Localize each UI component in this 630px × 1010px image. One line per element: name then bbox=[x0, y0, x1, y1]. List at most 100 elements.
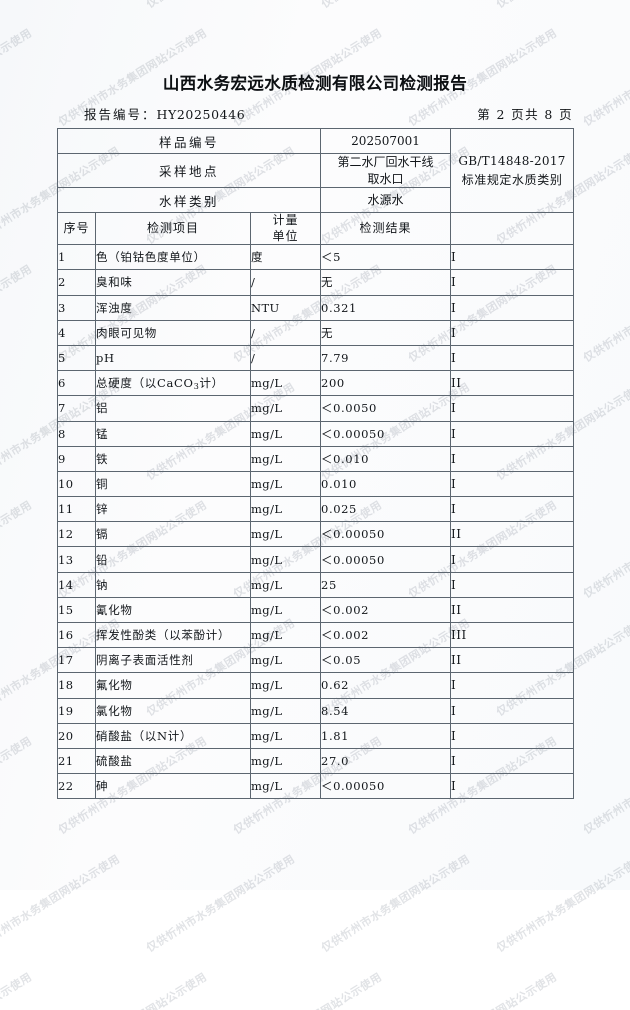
cell-no: 8 bbox=[57, 420, 96, 447]
cell-unit: mg/L bbox=[249, 747, 322, 775]
cell-class: I bbox=[450, 722, 575, 749]
watermark-text: 仅供忻州市水务集团网站公示使用 bbox=[405, 969, 560, 1010]
cell-result: 0.010 bbox=[320, 470, 452, 498]
cell-class: I bbox=[450, 571, 575, 598]
cell-no: 2 bbox=[57, 269, 96, 296]
cell-unit: mg/L bbox=[249, 722, 322, 749]
cell-item: 浑浊度 bbox=[95, 294, 251, 321]
cell-item: 臭和味 bbox=[95, 269, 251, 296]
cell-unit: / bbox=[249, 269, 322, 296]
cell-result: 0.321 bbox=[320, 294, 452, 321]
table-row: 7 铝 mg/L ＜0.0050 I bbox=[57, 395, 575, 422]
cell-unit: mg/L bbox=[249, 445, 322, 472]
cell-unit: mg/L bbox=[249, 571, 322, 598]
column-header-unit-line2: 单位 bbox=[272, 228, 299, 243]
cell-no: 7 bbox=[57, 395, 96, 422]
column-header-item: 检测项目 bbox=[95, 212, 251, 246]
cell-no: 17 bbox=[57, 647, 96, 674]
cell-item: 砷 bbox=[95, 773, 251, 800]
report-number: 报告编号：HY20250446 bbox=[84, 104, 245, 123]
cell-item: 氰化物 bbox=[95, 596, 251, 624]
cell-no: 14 bbox=[57, 571, 96, 598]
cell-class: I bbox=[450, 496, 575, 523]
cell-class: I bbox=[450, 697, 575, 724]
cell-class: I bbox=[450, 319, 575, 346]
cell-result: 1.81 bbox=[320, 722, 452, 749]
page-indicator: 第 2 页共 8 页 bbox=[477, 107, 573, 122]
cell-item: 硫酸盐 bbox=[95, 747, 251, 775]
cell-no: 20 bbox=[57, 722, 96, 749]
cell-result: ＜0.00050 bbox=[320, 546, 452, 573]
cell-result: ＜0.00050 bbox=[320, 420, 452, 447]
cell-result: ＜0.00050 bbox=[320, 521, 452, 548]
cell-no: 3 bbox=[57, 294, 96, 321]
watermark-text: 仅供忻州市水务集团网站公示使用 bbox=[0, 969, 35, 1010]
cell-result: 0.62 bbox=[320, 672, 452, 699]
cell-unit: mg/L bbox=[249, 546, 322, 573]
cell-item: 镉 bbox=[95, 521, 251, 548]
table-row: 17 阴离子表面活性剂 mg/L ＜0.05 II bbox=[57, 647, 575, 674]
cell-unit: 度 bbox=[249, 244, 322, 271]
cell-item: 阴离子表面活性剂 bbox=[95, 647, 251, 674]
cell-unit: / bbox=[249, 319, 322, 346]
table-row: 20 硝酸盐（以N计） mg/L 1.81 I bbox=[57, 722, 575, 749]
cell-result: 200 bbox=[320, 370, 452, 397]
table-row: 15 氰化物 mg/L ＜0.002 II bbox=[57, 596, 575, 624]
cell-item: 铅 bbox=[95, 546, 251, 573]
cell-class: I bbox=[450, 294, 575, 321]
watermark-text: 仅供忻州市水务集团网站公示使用 bbox=[55, 969, 210, 1010]
table-body: 样品编号 202507001 GB/T14848-2017 标准规定水质类别 采… bbox=[56, 127, 575, 800]
water-type-row: 水样类别 水源水 bbox=[56, 187, 574, 214]
sampling-site-row: 采样地点 第二水厂回水干线 取水口 bbox=[56, 153, 574, 189]
sampling-site-value-line2: 取水口 bbox=[367, 171, 404, 186]
cell-item: 钠 bbox=[95, 571, 251, 598]
table-row: 4 肉眼可见物 / 无 I bbox=[57, 319, 575, 346]
cell-result: 27.0 bbox=[320, 747, 452, 775]
report-number-label: 报告编号： bbox=[84, 107, 157, 122]
table-row: 1 色（铂钴色度单位）度＜5 I bbox=[57, 244, 575, 271]
cell-unit: mg/L bbox=[249, 370, 322, 397]
cell-item: 挥发性酚类（以苯酚计） bbox=[95, 621, 251, 649]
cell-unit: mg/L bbox=[249, 773, 322, 800]
cell-class: II bbox=[450, 647, 575, 674]
table-row: 5 pH/7.79 I bbox=[57, 344, 575, 372]
cell-item: 色（铂钴色度单位） bbox=[95, 244, 251, 271]
cell-class: I bbox=[450, 672, 575, 699]
sample-no-value: 202507001 bbox=[320, 127, 452, 155]
cell-result: ＜0.010 bbox=[320, 445, 452, 472]
sampling-site-value-line1: 第二水厂回水干线 bbox=[337, 155, 434, 170]
cell-class: I bbox=[450, 244, 575, 271]
cell-result: 8.54 bbox=[320, 697, 452, 724]
table-row: 11 锌 mg/L 0.025 I bbox=[57, 496, 575, 523]
table-row: 16 挥发性酚类（以苯酚计） mg/L ＜0.002 III bbox=[57, 621, 575, 649]
cell-unit: mg/L bbox=[249, 470, 322, 498]
table-row: 12 镉 mg/L ＜0.00050 II bbox=[57, 521, 575, 548]
cell-item: 硝酸盐（以N计） bbox=[95, 722, 251, 749]
cell-class: I bbox=[450, 470, 575, 498]
table-row: 22 砷 mg/L ＜0.00050 I bbox=[57, 773, 575, 800]
cell-no: 13 bbox=[57, 546, 96, 573]
cell-item: 铁 bbox=[95, 445, 251, 472]
cell-result: ＜0.00050 bbox=[320, 773, 452, 800]
column-header-unit: 计量 单位 bbox=[249, 212, 322, 246]
cell-no: 5 bbox=[57, 344, 96, 372]
cell-item: 铜 bbox=[95, 470, 251, 498]
table-row: 14 钠 mg/L 25 I bbox=[57, 571, 575, 598]
cell-class: II bbox=[450, 370, 575, 397]
cell-result: 无 bbox=[320, 269, 452, 296]
water-type-label: 水样类别 bbox=[56, 187, 322, 214]
cell-no: 10 bbox=[57, 470, 96, 498]
cell-result: ＜5 bbox=[320, 244, 452, 271]
inspection-results-table: 样品编号 202507001 GB/T14848-2017 标准规定水质类别 采… bbox=[56, 127, 575, 800]
watermark-text: 仅供忻州市水务集团网站公示使用 bbox=[580, 969, 630, 1010]
cell-class: I bbox=[450, 420, 575, 447]
cell-no: 11 bbox=[57, 496, 96, 523]
cell-item: pH bbox=[95, 344, 251, 372]
page-title: 山西水务宏远水质检测有限公司检测报告 bbox=[162, 74, 468, 93]
table-row: 3 浑浊度 NTU 0.321 I bbox=[57, 294, 575, 321]
cell-no: 9 bbox=[57, 445, 96, 472]
sample-no-label: 样品编号 bbox=[56, 127, 322, 155]
table-row: 18 氟化物 mg/L 0.62 I bbox=[57, 672, 575, 699]
cell-no: 15 bbox=[57, 596, 96, 624]
table-row: 8 锰 mg/L ＜0.00050 I bbox=[57, 420, 575, 447]
